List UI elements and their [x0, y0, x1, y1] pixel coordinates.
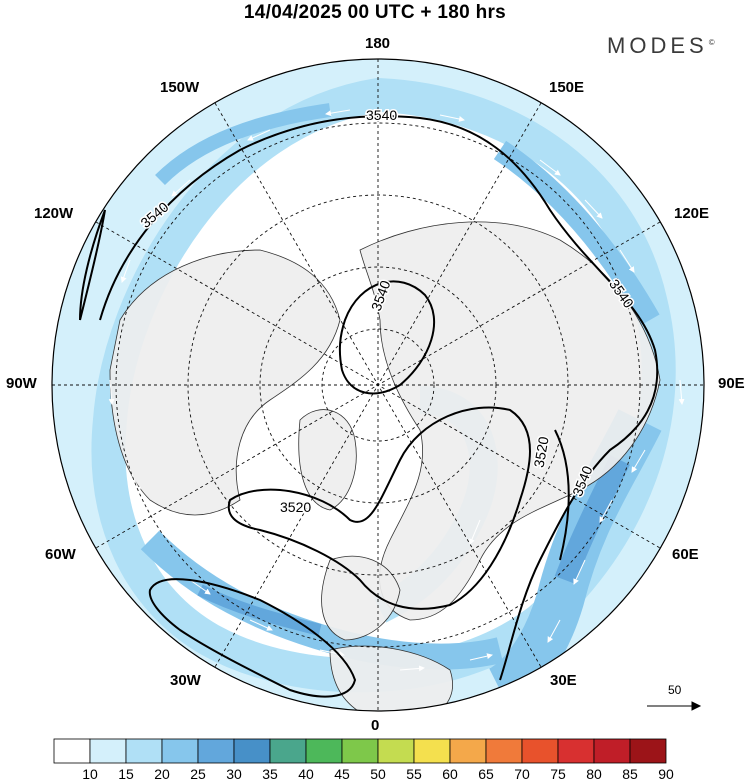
colorbar-tick-label: 50	[370, 766, 386, 782]
colorbar-tick-label: 80	[586, 766, 602, 782]
lon-label-left: 90W	[6, 375, 37, 392]
land-greenland	[298, 409, 357, 511]
colorbar-swatch	[413, 738, 451, 764]
height-contours	[79, 115, 659, 698]
lon-label-120e: 120E	[674, 205, 710, 222]
colorbar-tick-label: 35	[262, 766, 278, 782]
colorbar-tick-label: 90	[658, 766, 674, 782]
lon-label-60w: 60W	[45, 546, 76, 563]
lon-label-150e: 150E	[549, 79, 585, 96]
colorbar-tick-label: 60	[442, 766, 458, 782]
colorbar-tick-label: 10	[82, 766, 98, 782]
brand-logo: MODES©	[607, 33, 715, 59]
colorbar-swatch	[557, 738, 595, 764]
colorbar-swatch	[449, 738, 487, 764]
contour-3540-pole	[338, 280, 435, 395]
chart-title: 14/04/2025 00 UTC + 180 hrs	[243, 2, 507, 23]
colorbar-tick-label: 75	[550, 766, 566, 782]
reference-vector-label: 50	[668, 683, 682, 697]
brand-name: MODES	[607, 33, 708, 58]
lon-label-30e: 30E	[550, 672, 577, 689]
reference-vector-arrow	[647, 701, 702, 711]
jet-core-east-max	[554, 455, 630, 584]
contour-3540-se	[554, 429, 570, 561]
lon-label-bottom: 0	[371, 717, 380, 734]
lon-label-top: 180	[365, 35, 391, 52]
colorbar-swatch	[53, 738, 91, 764]
colorbar-swatch	[593, 738, 631, 764]
colorbar-tick-label: 45	[334, 766, 350, 782]
colorbar-swatch	[233, 738, 271, 764]
contour-3540-outer	[99, 115, 659, 681]
map-disk: 3540 3540 3540 3540 3520 3520 3540	[52, 59, 704, 711]
land-europe	[321, 555, 401, 641]
lon-label-right: 90E	[718, 375, 745, 392]
contour-label: 3520	[280, 499, 311, 515]
colorbar-swatch	[89, 738, 127, 764]
brand-mark: ©	[708, 37, 715, 47]
colorbar-swatch	[269, 738, 307, 764]
colorbar-swatch	[305, 738, 343, 764]
jet-core-south	[140, 530, 504, 670]
lon-label-150w: 150W	[160, 79, 200, 96]
colorbar-tick-label: 85	[622, 766, 638, 782]
colorbar-swatch	[125, 738, 163, 764]
colorbar-swatch	[341, 738, 379, 764]
graticule	[52, 59, 704, 711]
colorbar-labels: 10 15 20 25 30 35 40 45 50 55 60 65 70 75 80 85 90	[0, 766, 750, 782]
contour-label: 3540	[366, 107, 397, 123]
contour-south-loop	[148, 578, 357, 698]
lon-label-120w: 120W	[34, 205, 74, 222]
lon-label-60e: 60E	[672, 546, 699, 563]
colorbar-tick-label: 55	[406, 766, 422, 782]
colorbar-tick-label: 25	[190, 766, 206, 782]
colorbar-tick-label: 40	[298, 766, 314, 782]
contour-3540-nwloop	[79, 209, 106, 321]
wind-vectors	[108, 109, 685, 672]
colorbar-swatch	[377, 738, 415, 764]
colorbar-tick-label: 70	[514, 766, 530, 782]
colorbar-swatch	[629, 738, 667, 764]
colorbar	[53, 738, 667, 764]
jet-core-nw	[155, 103, 331, 186]
map-boundary	[51, 58, 705, 712]
colorbar-tick-label: 20	[154, 766, 170, 782]
colorbar-swatch	[161, 738, 199, 764]
lon-label-30w: 30W	[170, 672, 201, 689]
colorbar-tick-label: 65	[478, 766, 494, 782]
colorbar-tick-label: 15	[118, 766, 134, 782]
colorbar-swatch	[197, 738, 235, 764]
colorbar-tick-label: 30	[226, 766, 242, 782]
colorbar-swatch	[485, 738, 523, 764]
colorbar-swatch	[521, 738, 559, 764]
contour-3520	[227, 406, 531, 610]
